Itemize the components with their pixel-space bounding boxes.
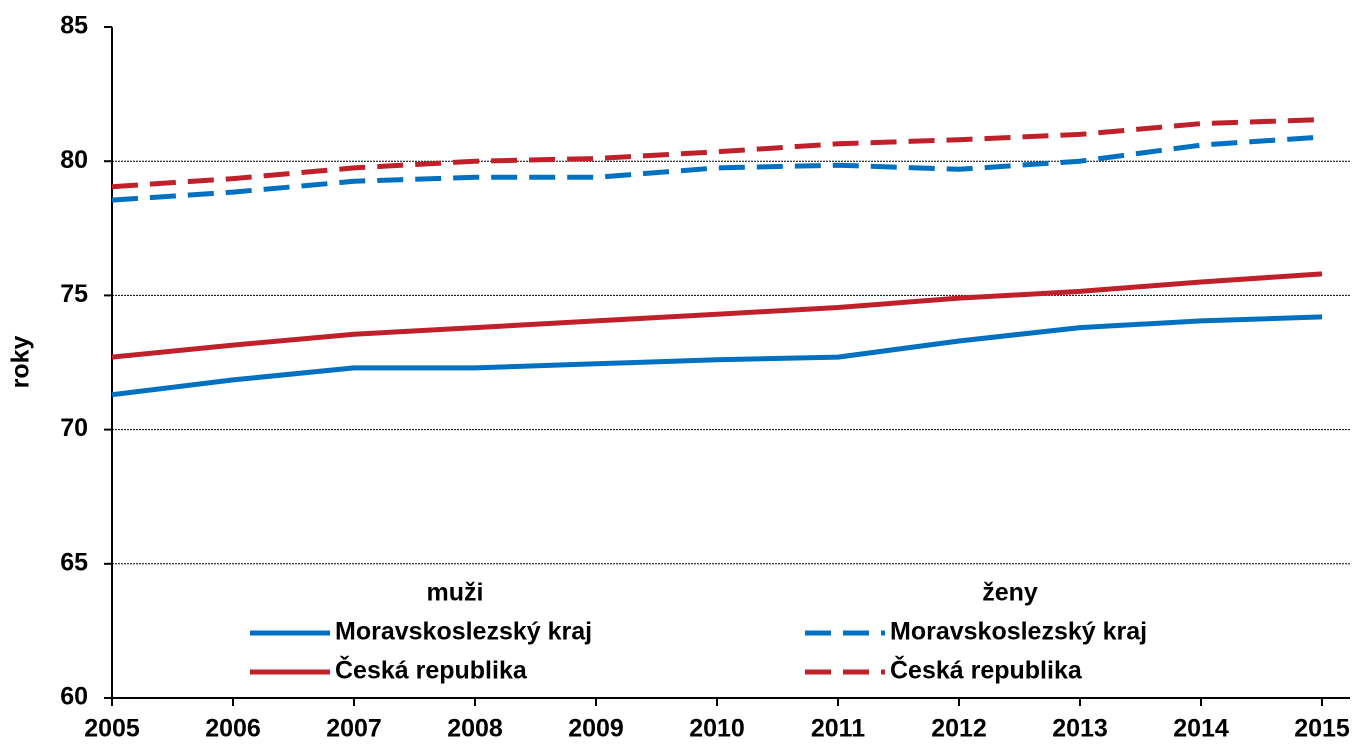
series-line [111, 134, 1323, 203]
x-tick-label: 2008 [447, 715, 503, 743]
x-tick-label: 2005 [84, 715, 140, 743]
series-line [111, 314, 1323, 398]
x-tick-label: 2014 [1173, 715, 1229, 743]
legend-label: Moravskoslezský kraj [890, 618, 1147, 646]
y-tick-label: 80 [60, 146, 88, 174]
x-tick-label: 2011 [811, 715, 865, 743]
x-tick-label: 2010 [689, 715, 745, 743]
legend-label: Česká republika [335, 655, 528, 685]
x-tick-label: 2006 [205, 715, 261, 743]
series-line [111, 117, 1323, 190]
legend-title: ženy [982, 579, 1038, 607]
legend-title: muži [427, 579, 484, 607]
x-tick-label: 2007 [326, 715, 382, 743]
x-tick-label: 2009 [568, 715, 624, 743]
legend-label: Moravskoslezský kraj [335, 618, 592, 646]
x-tick-label: 2015 [1294, 715, 1350, 743]
x-tick-label: 2013 [1052, 715, 1108, 743]
x-tick-label: 2012 [931, 715, 987, 743]
series-line [111, 271, 1323, 360]
y-tick-label: 85 [60, 12, 88, 40]
y-tick-label: 60 [60, 683, 88, 711]
legend-label: Česká republika [890, 655, 1083, 685]
y-axis-label: roky [7, 336, 35, 389]
y-tick-label: 70 [60, 414, 88, 442]
y-tick-label: 65 [60, 548, 88, 576]
y-tick-label: 75 [60, 280, 88, 308]
